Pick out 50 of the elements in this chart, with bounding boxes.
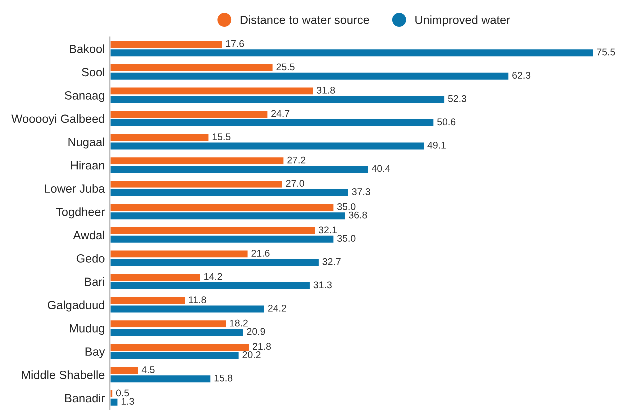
data-label: 0.5 <box>116 390 130 397</box>
data-label: 4.5 <box>142 366 155 374</box>
data-label: 18.2 <box>230 320 248 327</box>
data-label: 21.6 <box>252 250 270 257</box>
data-label: 32.7 <box>322 258 341 266</box>
data-label: 31.8 <box>317 87 336 94</box>
data-label: 75.5 <box>597 48 616 56</box>
y-tick-label: Galgaduud <box>48 300 104 312</box>
legend-label: Unimproved water <box>416 16 510 27</box>
data-label: 20.9 <box>247 328 266 336</box>
data-label: 21.8 <box>253 343 272 350</box>
data-label: 32.1 <box>318 226 338 234</box>
data-label: 17.6 <box>226 40 244 48</box>
data-label: 25.5 <box>276 64 295 71</box>
y-tick-label: Nugaal <box>68 138 104 149</box>
data-label: 11.8 <box>189 296 206 304</box>
data-label: 35.0 <box>338 235 356 242</box>
y-tick-label: Middle Shabelle <box>22 370 105 380</box>
y-tick-label: Bari <box>85 278 104 286</box>
legend-label: Distance to water source <box>240 16 370 24</box>
y-tick-label: Bakool <box>70 44 104 54</box>
y-tick-label: Awdal <box>73 230 104 240</box>
y-tick-label: Gedo <box>76 254 105 263</box>
data-label: 40.4 <box>372 165 390 172</box>
data-label: 24.7 <box>272 110 290 118</box>
data-label: 50.6 <box>438 118 456 126</box>
data-label: 14.2 <box>204 273 222 280</box>
y-tick-label: Bay <box>86 348 106 358</box>
y-tick-label: Lower Juba <box>45 184 106 194</box>
data-label: 36.8 <box>349 212 368 219</box>
y-tick-label: Mudug <box>70 324 104 336</box>
data-label: 15.8 <box>214 374 233 382</box>
data-label: 24.2 <box>268 304 286 312</box>
data-label: 15.5 <box>212 134 231 140</box>
data-label: 27.2 <box>288 156 306 164</box>
data-label: 37.3 <box>352 188 370 196</box>
data-label: 52.3 <box>448 95 467 102</box>
y-tick-label: Hiraan <box>71 161 104 170</box>
data-label: 31.3 <box>314 282 332 289</box>
y-tick-label: Wooooyi Galbeed <box>12 114 104 126</box>
data-label: 20.2 <box>242 352 261 358</box>
data-label: 27.0 <box>286 180 304 188</box>
data-label: 35.0 <box>338 203 356 210</box>
data-label: 1.3 <box>122 398 134 406</box>
y-tick-label: Sool <box>82 68 104 77</box>
data-label: 62.3 <box>512 72 531 79</box>
y-tick-label: Togdheer <box>56 208 106 219</box>
y-tick-label: Banadir <box>65 394 106 403</box>
y-tick-label: Sanaag <box>65 92 104 102</box>
data-label: 49.1 <box>428 142 446 149</box>
